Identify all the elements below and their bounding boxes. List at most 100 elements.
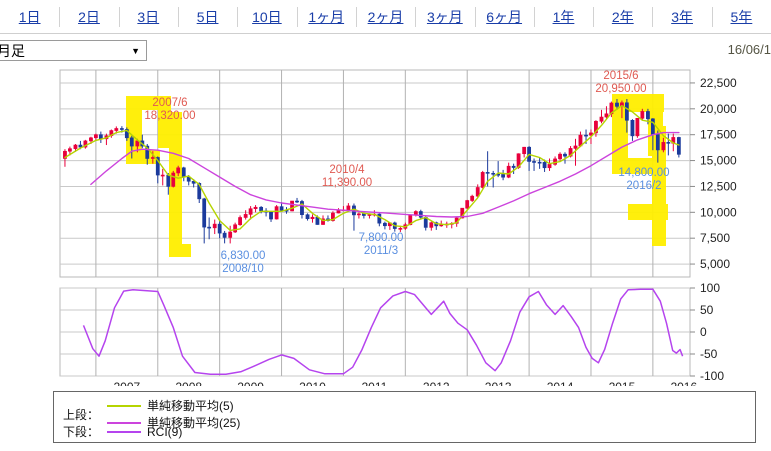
highlight-mark [169, 112, 182, 257]
candle-body [604, 113, 609, 118]
candle-body [145, 145, 150, 159]
candle-body [300, 201, 304, 215]
annotation-line2: 18,320.00 [144, 110, 195, 122]
legend-upper-entries: 単純移動平均(5) 単純移動平均(25) [101, 397, 254, 431]
period-tab-7[interactable]: 2ヶ月 [355, 0, 415, 34]
quote-date: 16/06/1 [727, 42, 771, 57]
period-tab-12[interactable]: 3年 [652, 0, 711, 34]
period-tab-label[interactable]: 3日 [137, 8, 160, 25]
candle-body [222, 232, 227, 238]
period-tab-label[interactable]: 2日 [78, 8, 100, 25]
candle-body [212, 223, 217, 229]
rci-ytick-label: 50 [700, 303, 714, 317]
chart-area[interactable]: 22,500 20,000 17,500 15,000 12,500 10,000 7,50… [0, 66, 771, 386]
period-tab-bar: 1日 2日 3日 5日 10日 1ヶ月 2ヶ月 3ヶ月 6ヶ月 1年 2年 3年 5年 [0, 0, 771, 34]
period-tab-label[interactable]: 1ヶ月 [308, 8, 345, 25]
year-label: 2015 [609, 380, 636, 386]
year-label: 2013 [485, 380, 512, 386]
period-tab-label[interactable]: 5年 [730, 8, 753, 25]
price-ytick-label: 5,000 [700, 257, 730, 271]
chart-legend: 上段： 単純移動平均(5) 単純移動平均(25) 下段： RCI(9) [53, 391, 756, 443]
candle-body [542, 162, 547, 169]
period-tab-10[interactable]: 1年 [533, 0, 593, 34]
candle-body [465, 200, 470, 209]
candle-body [599, 116, 604, 122]
candle-body [191, 180, 196, 184]
candle-body [129, 137, 134, 147]
candle-body [646, 111, 650, 120]
candle-body [511, 165, 516, 168]
legend-color-swatch [107, 404, 142, 407]
candle-body [233, 224, 238, 233]
ma5-line [64, 105, 680, 232]
candle-body [124, 129, 129, 139]
candle-body [83, 140, 88, 148]
annotation-line2: 20,950.00 [595, 83, 646, 95]
legend-label: 単純移動平均(25) [147, 416, 241, 430]
year-label: 2011 [361, 380, 387, 386]
candle-body [295, 200, 299, 203]
period-tab-5[interactable]: 10日 [237, 0, 296, 34]
highlight-mark [158, 96, 171, 148]
candle-body [155, 157, 160, 176]
annotation-2007-6: 2007/618,320.00 [144, 97, 195, 122]
period-tab-label[interactable]: 5日 [196, 8, 219, 25]
price-ytick-label: 15,000 [700, 154, 737, 168]
candle-body [160, 174, 165, 177]
year-label: 2014 [547, 380, 574, 386]
price-ytick-label: 20,000 [700, 102, 737, 116]
period-tab-8[interactable]: 3ヶ月 [415, 0, 474, 34]
interval-select[interactable]: 月足 ▼ [0, 40, 147, 61]
period-tab-11[interactable]: 2年 [593, 0, 652, 34]
candle-body [676, 137, 681, 155]
period-tab-2[interactable]: 2日 [59, 0, 118, 34]
annotation-line1: 14,800.00 [618, 167, 669, 179]
highlight-mark [612, 94, 628, 174]
annotation-line2: 2011/3 [364, 245, 398, 257]
price-ytick-label: 12,500 [700, 179, 737, 193]
price-ytick-label: 7,500 [700, 231, 730, 245]
candle-body [217, 223, 222, 234]
candle-body [119, 128, 124, 130]
period-tab-label[interactable]: 1年 [552, 8, 575, 25]
chart-canvas[interactable]: 22,500 20,000 17,500 15,000 12,500 10,000 7,50… [0, 66, 771, 386]
candle-body [331, 212, 335, 221]
candle-body [279, 206, 284, 211]
candle-body [584, 134, 588, 137]
period-tab-4[interactable]: 5日 [177, 0, 237, 34]
period-tab-label[interactable]: 2年 [611, 8, 634, 25]
legend-row-upper: 上段： 単純移動平均(5) 単純移動平均(25) [63, 397, 254, 431]
candle-body [114, 128, 119, 131]
candle-body [589, 132, 593, 136]
legend-label: RCI(9) [147, 424, 183, 439]
highlight-marks-group [126, 94, 668, 257]
period-tab-1[interactable]: 1日 [0, 0, 59, 34]
period-tab-label[interactable]: 1日 [18, 8, 41, 25]
candle-body [181, 167, 186, 178]
period-tab-9[interactable]: 6ヶ月 [474, 0, 534, 34]
candle-body [238, 217, 242, 226]
period-tab-13[interactable]: 5年 [711, 0, 771, 34]
rci-ytick-label: 100 [700, 281, 720, 295]
candle-body [73, 144, 78, 149]
candle-body [418, 211, 423, 218]
candle-body [377, 213, 382, 224]
period-tab-label[interactable]: 6ヶ月 [486, 8, 523, 25]
period-tab-3[interactable]: 3日 [118, 0, 178, 34]
candle-body [269, 211, 273, 220]
rci-line [82, 288, 684, 375]
annotation-2010-4: 2010/411,390.00 [322, 164, 372, 189]
candle-body [485, 172, 490, 174]
period-tab-label[interactable]: 2ヶ月 [367, 8, 404, 25]
candle-body [274, 206, 279, 220]
candle-body [635, 118, 640, 137]
period-tab-6[interactable]: 1ヶ月 [296, 0, 356, 34]
legend-row-lower: 下段： RCI(9) [63, 423, 196, 440]
candle-body [207, 226, 212, 229]
year-label: 2012 [423, 380, 450, 386]
period-tab-label[interactable]: 10日 [252, 8, 282, 25]
period-tab-label[interactable]: 3ヶ月 [426, 8, 463, 25]
candle-body [630, 120, 635, 137]
period-tab-label[interactable]: 3年 [671, 8, 693, 25]
